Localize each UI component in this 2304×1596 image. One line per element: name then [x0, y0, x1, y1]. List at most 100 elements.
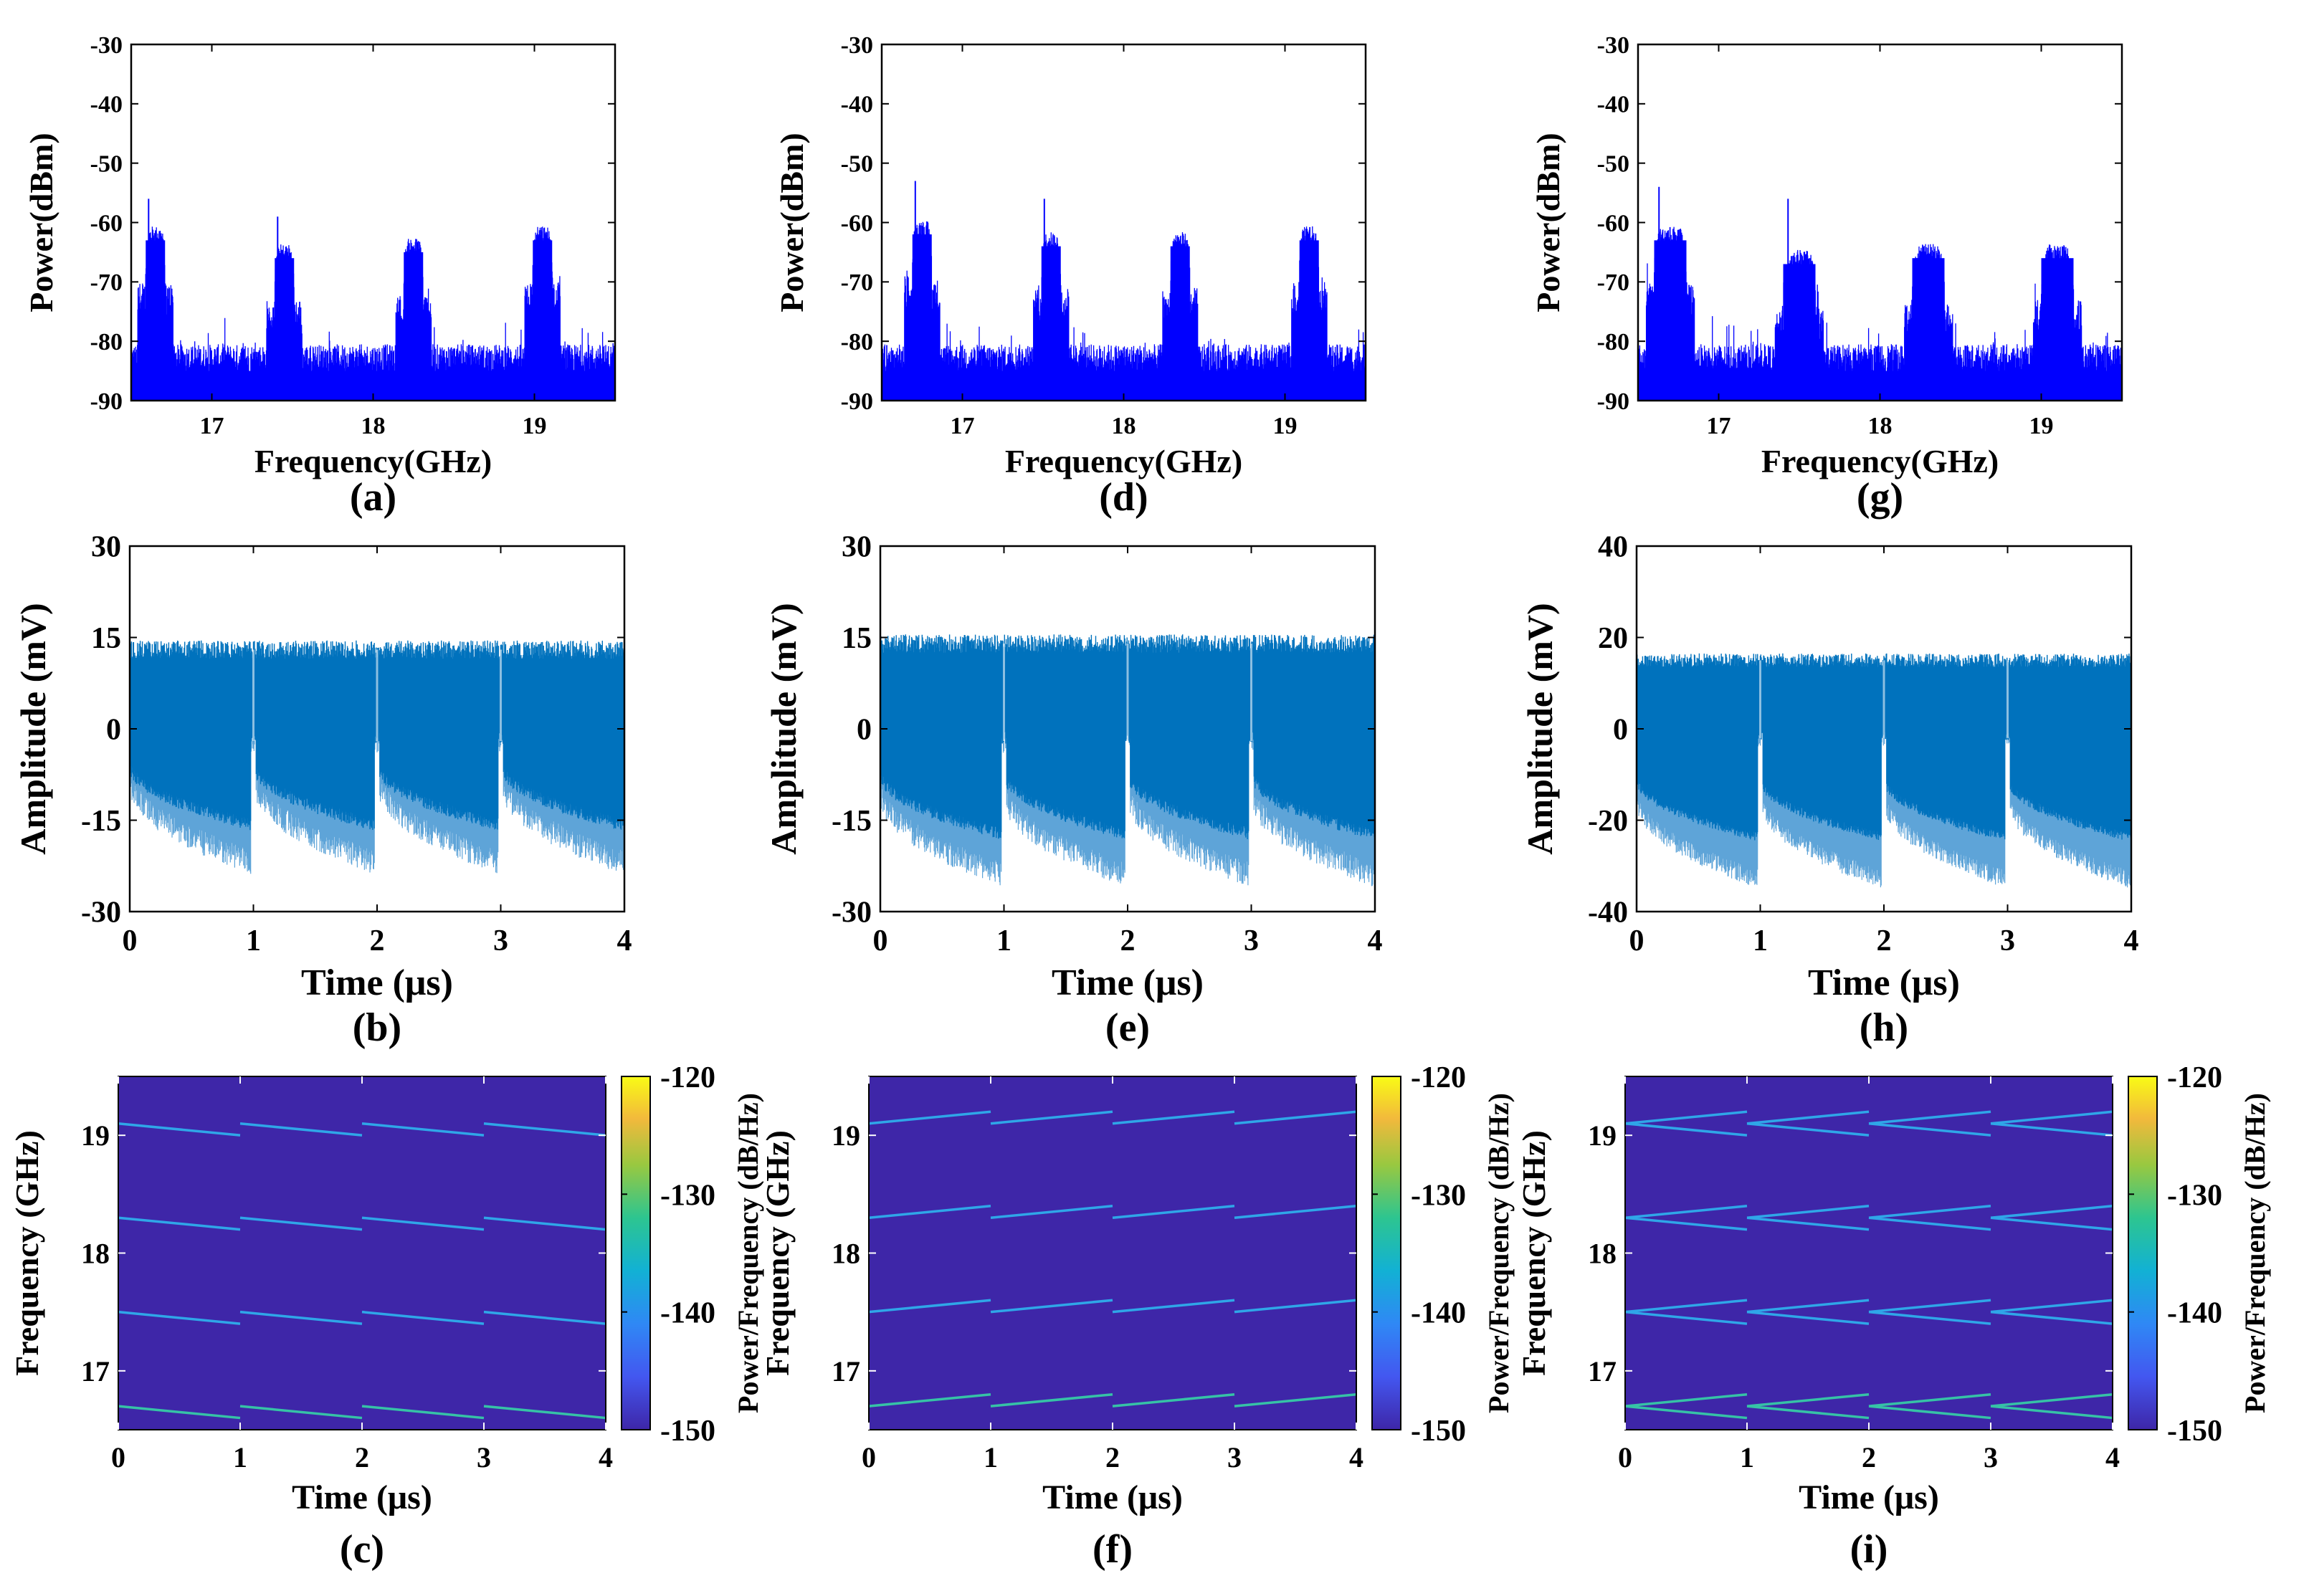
x-axis-title: Time (μs)	[1808, 962, 1960, 1003]
chirp-line-1-seg-4-up	[1990, 1392, 2113, 1408]
colorbar-title: Power/Frequency (dB/Hz)	[2239, 1093, 2271, 1413]
colorbar-title: Power/Frequency (dB/Hz)	[1482, 1093, 1515, 1413]
x-tick-label: 2	[1105, 1441, 1120, 1473]
spectrum-panel-g: 17 18 19 -30 -40 -50 -60 -70 -80 -90 Frequency(GHz…	[1530, 32, 2123, 520]
chirp-line-2-seg-4-down	[1990, 1310, 2113, 1325]
colorbar-tick-label: -130	[660, 1179, 715, 1212]
y-tick-label: -30	[81, 897, 121, 930]
chirp-line-3-seg-1-up	[1624, 1205, 1748, 1219]
x-tick-label: 19	[523, 413, 547, 439]
x-tick-label: 17	[1707, 413, 1731, 439]
x-tick-label: 3	[1984, 1441, 1998, 1473]
y-tick-label: 17	[81, 1355, 110, 1387]
x-tick-label: 17	[200, 413, 224, 439]
chirp-line-2-seg-3-up	[1868, 1299, 1991, 1314]
y-tick-label: 30	[842, 531, 872, 564]
chirp-line-2-seg-3-up	[1112, 1299, 1235, 1314]
chirp-line-4-seg-1-up	[868, 1110, 991, 1125]
y-tick-label: 15	[91, 622, 121, 655]
panel-caption: (e)	[1105, 1005, 1150, 1050]
colorbar-tick-label: -130	[1411, 1179, 1466, 1212]
x-tick-label: 1	[1753, 924, 1768, 957]
colorbar-tick-label: -150	[660, 1415, 715, 1448]
y-tick-label: -40	[1597, 92, 1629, 118]
x-tick-label: 19	[1273, 413, 1298, 439]
y-axis-title: Frequency (GHz)	[9, 1130, 45, 1376]
y-tick-label: -50	[841, 151, 873, 178]
waveform-panel-h: 0 1 2 3 4 40 20 0 -20 -40 Time (μs) Amplitude (mV) (…	[1520, 531, 2139, 1050]
y-tick-label: 15	[842, 622, 872, 655]
chirp-line-1-seg-1-up	[868, 1392, 991, 1408]
chirp-line-1-seg-1-down	[118, 1405, 241, 1420]
y-axis-title: Power(dBm)	[1530, 133, 1566, 312]
y-tick-label: -60	[90, 210, 123, 236]
y-tick-label: 0	[1613, 714, 1628, 747]
x-tick-label: 0	[111, 1441, 125, 1473]
colorbar-tick-label: -150	[2167, 1415, 2222, 1448]
chirp-line-4-seg-3-down	[1868, 1122, 1991, 1137]
chirp-line-2-seg-2-up	[1746, 1299, 1870, 1314]
chirp-line-4-seg-1-up	[1624, 1110, 1748, 1125]
y-tick-label: 20	[1598, 622, 1628, 655]
y-tick-label: -50	[1597, 151, 1629, 178]
x-axis-title: Time (μs)	[1052, 962, 1204, 1003]
panel-caption: (f)	[1093, 1527, 1133, 1572]
y-tick-label: -70	[90, 269, 123, 296]
spectrogram-panel-f: 0 1 2 3 4 17 18 19 Time (μs) Frequency (GHz) (f) -1…	[759, 1061, 1515, 1572]
chirp-line-2-seg-3-down	[1868, 1310, 1991, 1325]
colorbar	[1372, 1076, 1401, 1430]
chirp-line-1-seg-3-down	[361, 1405, 485, 1420]
y-tick-label: -15	[81, 805, 121, 838]
x-tick-label: 2	[1877, 924, 1892, 957]
chirp-line-4-seg-3-down	[361, 1122, 485, 1137]
y-tick-label: -30	[832, 897, 872, 930]
x-tick-label: 4	[2124, 924, 2139, 957]
spectrogram-panel-i: 0 1 2 3 4 17 18 19 Time (μs) Frequency (GHz) (i) -1…	[1515, 1061, 2271, 1572]
x-tick-label: 4	[1368, 924, 1383, 957]
y-tick-label: 18	[832, 1238, 860, 1270]
colorbar-tick-label: -140	[660, 1297, 715, 1330]
colorbar-tick-label: -120	[2167, 1061, 2222, 1094]
y-tick-label: -40	[841, 92, 873, 118]
chirp-line-4-seg-2-up	[1746, 1110, 1870, 1125]
chirp-line-1-seg-4-down	[483, 1405, 606, 1420]
chirp-line-4-seg-4-up	[1990, 1110, 2113, 1125]
x-tick-label: 0	[873, 924, 888, 957]
chirp-line-1-seg-3-down	[1868, 1405, 1991, 1420]
panel-caption: (b)	[353, 1005, 401, 1050]
y-tick-label: -40	[90, 92, 123, 118]
x-tick-label: 2	[1120, 924, 1136, 957]
chirp-line-3-seg-3-up	[1112, 1205, 1235, 1219]
spectrum-panel-d: 17 18 19 -30 -40 -50 -60 -70 -80 -90 Frequency(GHz…	[773, 32, 1367, 520]
chirp-line-1-seg-1-down	[1624, 1405, 1748, 1420]
chirp-line-3-seg-3-down	[361, 1216, 485, 1231]
y-axis-title: Power(dBm)	[773, 133, 810, 312]
chirp-line-1-seg-4-down	[1990, 1405, 2113, 1420]
y-tick-label: 19	[1588, 1119, 1617, 1152]
chirp-line-4-seg-2-down	[239, 1122, 363, 1137]
chirp-line-4-seg-3-up	[1868, 1110, 1991, 1125]
chirp-line-4-seg-4-down	[1990, 1122, 2113, 1137]
x-tick-label: 18	[1868, 413, 1893, 439]
spectrogram-background	[869, 1076, 1356, 1430]
y-tick-label: 19	[81, 1119, 110, 1152]
chirp-line-1-seg-3-up	[1868, 1392, 1991, 1408]
y-tick-label: -40	[1588, 897, 1628, 930]
y-tick-label: 0	[106, 714, 121, 747]
panel-caption: (i)	[1850, 1527, 1888, 1572]
colorbar-tick-label: -130	[2167, 1179, 2222, 1212]
x-tick-label: 3	[2000, 924, 2015, 957]
x-tick-label: 1	[996, 924, 1011, 957]
x-tick-label: 1	[233, 1441, 247, 1473]
panel-caption: (a)	[350, 475, 396, 520]
spectrum-panel-a: 17 18 19 -30 -40 -50 -60 -70 -80 -90 Frequency(GHz…	[23, 32, 617, 520]
y-axis-title: Power(dBm)	[23, 133, 59, 312]
chirp-line-1-seg-4-up	[1234, 1392, 1357, 1408]
chirp-line-2-seg-4-down	[483, 1310, 606, 1325]
y-tick-label: -90	[841, 388, 873, 415]
x-tick-label: 1	[246, 924, 261, 957]
x-axis-title: Time (μs)	[301, 962, 453, 1003]
y-axis-title: Amplitude (mV)	[13, 603, 53, 854]
x-tick-label: 2	[1862, 1441, 1876, 1473]
chirp-line-2-seg-3-down	[361, 1310, 485, 1325]
